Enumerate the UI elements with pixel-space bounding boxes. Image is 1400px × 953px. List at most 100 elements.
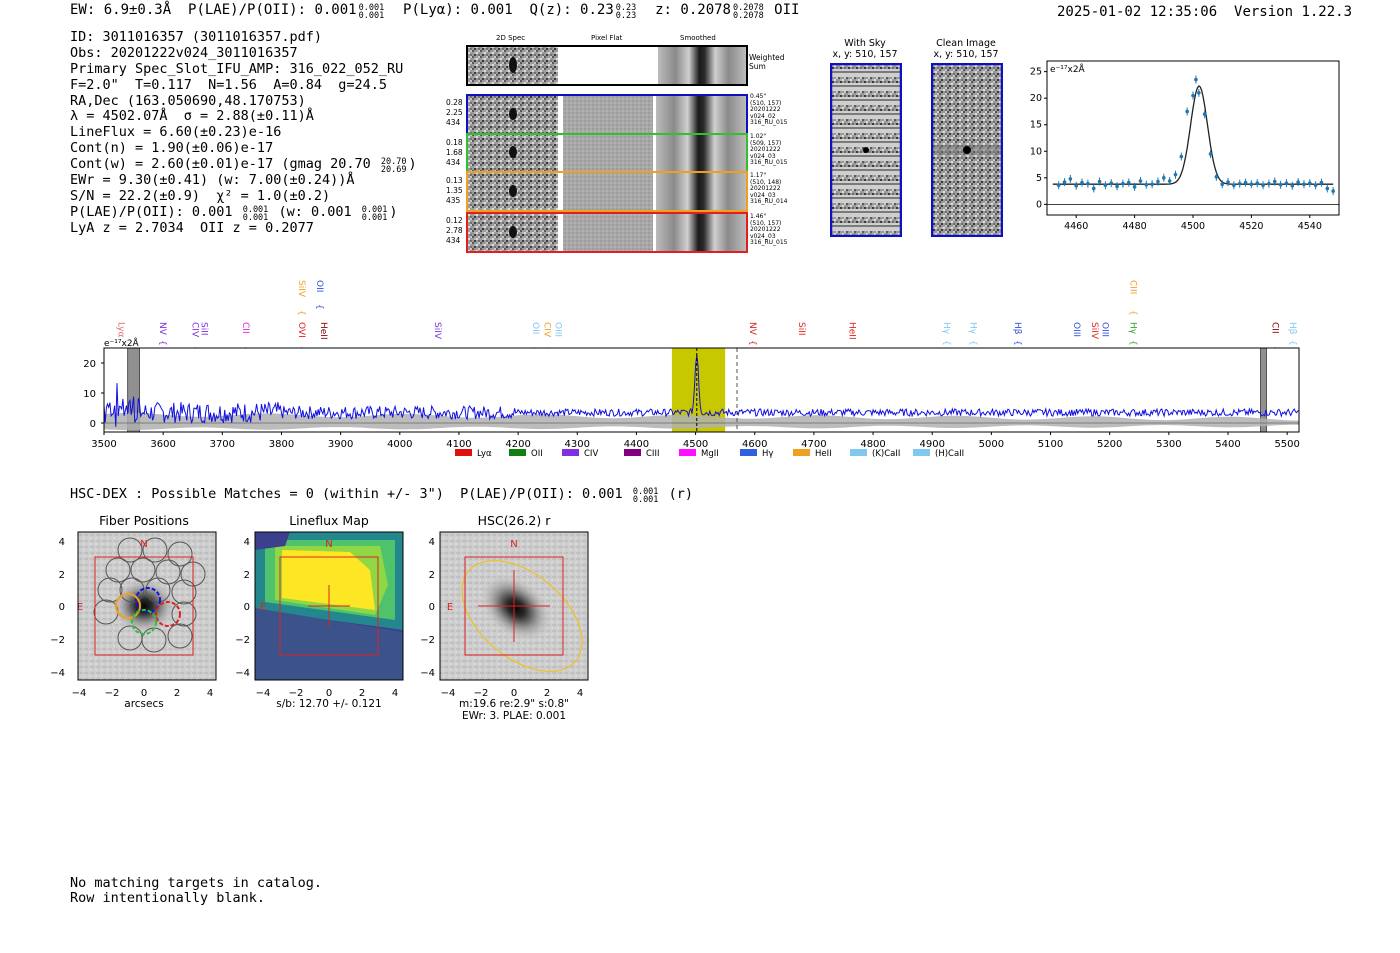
spectrum-xtick-label: 4400 — [624, 439, 649, 450]
spectral-line-bracket: { — [968, 340, 978, 346]
spectrum-xtick-label: 4000 — [387, 439, 412, 450]
col-pixel-flat: Pixel Flat — [591, 34, 623, 42]
svg-text:4: 4 — [207, 688, 213, 699]
svg-text:−4: −4 — [50, 668, 65, 679]
zoom-unit-label: e⁻¹⁷x2Å — [1050, 63, 1086, 75]
legend-label: (K)CaII — [872, 449, 900, 459]
svg-text:−4: −4 — [441, 688, 456, 699]
zoom-data-point — [1115, 184, 1119, 189]
zoom-data-point — [1202, 112, 1207, 116]
zoom-data-point — [1086, 181, 1090, 186]
panel2-xlabel: s/b: 12.70 +/- 0.121 — [276, 698, 381, 710]
zoom-marks — [1047, 75, 1339, 205]
svg-text:−2: −2 — [474, 688, 489, 699]
zoom-y-ticks: 0 5 10 15 20 25 — [1030, 67, 1047, 210]
spectrum-xtick-label: 5400 — [1215, 439, 1240, 450]
zoom-data-point — [1138, 179, 1143, 183]
spectral-line-label: OII{ — [530, 322, 540, 352]
spectral-line-label: OVI{ — [296, 322, 306, 352]
zoom-plot-frame — [1046, 60, 1340, 216]
legend-swatch — [850, 449, 867, 456]
spectral-line-name: CIV — [190, 322, 200, 338]
zoom-data-point — [1261, 183, 1265, 188]
header-qz: Q(z): 0.23 — [529, 2, 614, 18]
svg-text:−4: −4 — [420, 668, 435, 679]
zoom-x-ticks: 4460 4480 4500 4520 4540 — [1064, 215, 1322, 232]
spectral-line-name: CII — [240, 322, 250, 334]
spectrum-xtick-label: 4200 — [505, 439, 530, 450]
spectral-line-name: OIII — [552, 322, 562, 337]
spectral-line-name: Hγ — [941, 322, 951, 335]
detection-info: ID: 3011016357 (3011016357.pdf) Obs: 202… — [70, 29, 417, 237]
east-label: E — [447, 602, 453, 613]
zoom-data-point — [1243, 180, 1248, 185]
panel3-title: HSC(26.2) r — [478, 513, 552, 528]
header-qz-range: 0.23 0.23 — [615, 3, 637, 21]
panel1-yticks: 4 2 0 −2 −4 — [50, 537, 65, 679]
north-label: N — [325, 539, 332, 550]
zoom-data-point — [1278, 182, 1283, 187]
zoom-data-point — [1091, 186, 1096, 191]
spectrum-xtick-label: 4500 — [683, 439, 708, 450]
full-spectrum-chart: Lyα{NV{CIV{SiII{CII{SiIV{OII{OVI{HeII{Si… — [83, 280, 1300, 459]
row-values: 0.18 1.68 434 — [446, 138, 463, 167]
row-stamp: 1.17" (510, 148) 20201222 v024_03 316_RU… — [750, 172, 788, 206]
panel1-xlabel: arcsecs — [124, 698, 163, 710]
spectral-line-name: OVI — [296, 322, 306, 338]
info-primary: Primary Spec_Slot_IFU_AMP: 316_022_052_R… — [70, 60, 404, 77]
spectrum-ytick-label: 20 — [83, 359, 96, 370]
legend-label: MgII — [701, 449, 719, 459]
legend-swatch — [455, 449, 472, 456]
row-stamp: 1.02" (509, 157) 20201222 v024_03 316_RU… — [750, 133, 788, 167]
zoom-ytick-label: 25 — [1030, 67, 1042, 78]
svg-text:0: 0 — [244, 602, 250, 613]
header-version: Version 1.22.3 — [1234, 4, 1353, 20]
east-label: E — [77, 602, 83, 613]
spectral-line-name: Hβ — [1012, 322, 1022, 335]
spectrum-ytick-label: 0 — [90, 419, 96, 430]
zoom-ytick-label: 0 — [1036, 199, 1042, 210]
spectral-line-name: SiIV — [296, 280, 306, 298]
svg-text:−2: −2 — [289, 688, 304, 699]
legend-swatch — [624, 449, 641, 456]
fiber-orange — [115, 593, 141, 619]
spectral-line-label: CIV{ — [190, 322, 200, 352]
spectral-line-name: SiIV — [1089, 322, 1099, 340]
spectrum-line — [103, 354, 1300, 427]
spectral-line-label: NV { — [157, 322, 167, 346]
spectral-line-label: Hγ { — [1127, 322, 1137, 346]
zoom-data-point — [1194, 77, 1198, 82]
svg-text:2: 2 — [174, 688, 180, 699]
zoom-data-point — [1156, 179, 1160, 184]
legend-label: Hγ — [762, 449, 773, 459]
cutout-rows — [466, 94, 748, 253]
zoom-data-point — [1208, 152, 1213, 156]
svg-text:0: 0 — [429, 602, 435, 613]
spectral-line-name: OIII — [1071, 322, 1081, 337]
north-label: N — [510, 539, 517, 550]
header-summary: EW: 6.9±0.3Å P(LAE)/P(OII): 0.001 0.001 0.… — [70, 2, 799, 20]
spectral-line-name: Hγ — [968, 322, 978, 335]
svg-text:0: 0 — [141, 688, 147, 699]
spectrum-xtick-label: 5200 — [1097, 439, 1122, 450]
spectrum-plot-frame — [103, 347, 1300, 433]
zoom-xtick-label: 4540 — [1298, 221, 1322, 232]
zoom-data-point — [1068, 177, 1073, 181]
zoom-data-point — [1319, 180, 1324, 185]
spectral-line-name: Hβ — [1287, 322, 1297, 335]
svg-text:2: 2 — [359, 688, 365, 699]
catalog-note-line2: Row intentionally blank. — [70, 890, 266, 906]
catalog-note: No matching targets in catalog. Row inten… — [70, 876, 322, 906]
svg-text:2: 2 — [244, 570, 250, 581]
info-params: F=2.0" T=0.117 N=1.56 A=0.84 g=24.5 — [70, 76, 387, 93]
spectral-line-name: HeII — [318, 322, 328, 340]
zoom-data-point — [1179, 154, 1184, 159]
spectral-line-name: Lyα — [116, 322, 126, 338]
spectral-line-name: CIV — [542, 322, 552, 338]
zoom-data-point — [1150, 182, 1154, 186]
zoom-data-point — [1162, 176, 1166, 180]
zoom-ytick-label: 5 — [1036, 173, 1042, 184]
info-id: ID: 3011016357 (3011016357.pdf) — [70, 29, 322, 45]
spectral-line-bracket: { — [1012, 340, 1022, 346]
header-ew: EW: 6.9±0.3Å — [70, 2, 172, 18]
